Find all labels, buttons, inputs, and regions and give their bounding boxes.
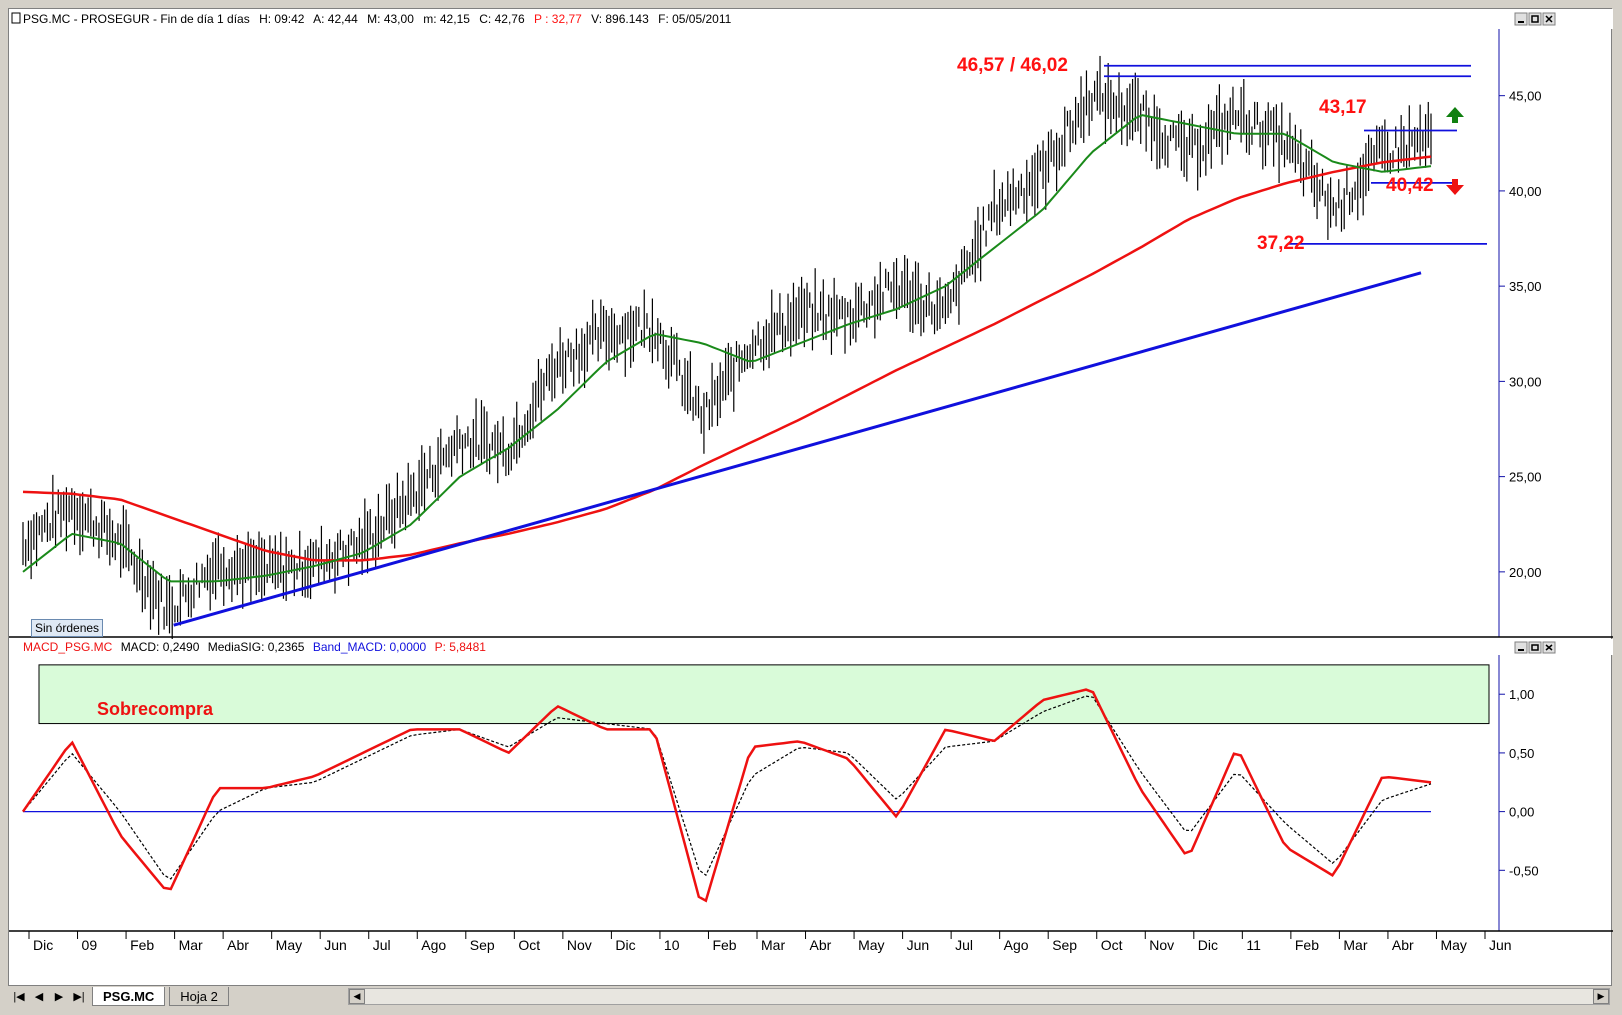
horizontal-scrollbar[interactable]: ◀ ▶ bbox=[348, 988, 1610, 1005]
x-tick-label: Mar bbox=[1343, 937, 1367, 953]
price-y-tick-label: 20,00 bbox=[1509, 565, 1542, 580]
price-bars bbox=[22, 55, 1432, 643]
x-tick-label: May bbox=[276, 937, 302, 953]
chart-canvas: PSG.MC - PROSEGUR - Fin de día 1 días H:… bbox=[9, 9, 1613, 953]
overbought-zone-label: Sobrecompra bbox=[97, 699, 214, 719]
tab-hoja-2[interactable]: Hoja 2 bbox=[169, 987, 229, 1006]
macd-y-tick-label: 0,00 bbox=[1509, 805, 1534, 820]
maximize-icon[interactable] bbox=[1528, 12, 1542, 26]
x-axis: Dic 09 Feb Mar Abr May Jun Jul Ago Sep Oct Nov Dic 10… bbox=[28, 931, 1512, 953]
x-tick-label: Dic bbox=[33, 937, 53, 953]
x-tick-label: Jun bbox=[1489, 937, 1512, 953]
macd-y-axis: 1,00 0,50 0,00 -0,50 bbox=[1499, 687, 1539, 878]
x-tick-label: Mar bbox=[761, 937, 785, 953]
x-tick-label: Sep bbox=[470, 937, 495, 953]
x-tick-label: May bbox=[858, 937, 884, 953]
x-tick-label: Oct bbox=[1101, 937, 1123, 953]
down-arrow-icon bbox=[1446, 179, 1464, 195]
macd-line bbox=[21, 688, 1432, 903]
macd-y-tick-label: -0,50 bbox=[1509, 863, 1539, 878]
price-window-buttons bbox=[1514, 12, 1556, 26]
macd-minimize-icon[interactable] bbox=[1514, 641, 1528, 654]
x-tick-label: Jul bbox=[955, 937, 973, 953]
fast-moving-average-line bbox=[22, 114, 1432, 583]
price-y-tick-label: 25,00 bbox=[1509, 470, 1542, 485]
price-lines bbox=[22, 114, 1432, 627]
label-range-top: 43,17 bbox=[1319, 97, 1367, 118]
macd-y-tick-label: 1,00 bbox=[1509, 687, 1534, 702]
support-trendline bbox=[173, 271, 1422, 627]
price-y-tick-label: 30,00 bbox=[1509, 374, 1542, 389]
x-tick-label: Dic bbox=[615, 937, 635, 953]
panel-menu-icon[interactable] bbox=[11, 12, 21, 24]
next-sheet-icon[interactable]: ▶ bbox=[54, 991, 64, 1003]
x-tick-label: Jun bbox=[907, 937, 930, 953]
macd-y-tick-label: 0,50 bbox=[1509, 746, 1534, 761]
x-tick-label: Abr bbox=[227, 937, 249, 953]
macd-maximize-icon[interactable] bbox=[1528, 641, 1542, 654]
x-tick-label: Dic bbox=[1198, 937, 1218, 953]
x-tick-label: Jul bbox=[373, 937, 391, 953]
price-y-tick-label: 45,00 bbox=[1509, 89, 1542, 104]
tab-psg-mc[interactable]: PSG.MC bbox=[92, 987, 166, 1006]
price-header-bar bbox=[9, 9, 1613, 29]
macd-lines bbox=[21, 688, 1432, 903]
x-tick-label: Feb bbox=[1295, 937, 1319, 953]
x-tick-label: Abr bbox=[810, 937, 832, 953]
first-sheet-icon[interactable]: |◀ bbox=[13, 991, 25, 1003]
label-top-resistance: 46,57 / 46,02 bbox=[957, 55, 1068, 76]
x-tick-label: 11 bbox=[1246, 937, 1261, 953]
x-tick-label: Jun bbox=[324, 937, 347, 953]
price-y-tick-label: 35,00 bbox=[1509, 279, 1542, 294]
label-low-support: 37,22 bbox=[1257, 233, 1305, 254]
x-tick-label: Ago bbox=[421, 937, 446, 953]
scroll-left-icon[interactable]: ◀ bbox=[349, 989, 365, 1004]
scroll-right-icon[interactable]: ▶ bbox=[1593, 989, 1609, 1004]
x-tick-label: Abr bbox=[1392, 937, 1414, 953]
price-header-text: PSG.MC - PROSEGUR - Fin de día 1 días H:… bbox=[23, 12, 732, 26]
x-tick-label: May bbox=[1440, 937, 1466, 953]
sheet-tab-bar: |◀ ◀ ▶ ▶| PSG.MC Hoja 2 ◀ ▶ bbox=[8, 985, 1612, 1007]
x-tick-label: Nov bbox=[1149, 937, 1174, 953]
last-sheet-icon[interactable]: ▶| bbox=[73, 991, 85, 1003]
macd-window-buttons bbox=[1514, 641, 1556, 654]
price-y-tick-label: 40,00 bbox=[1509, 184, 1542, 199]
macd-header-bar bbox=[9, 639, 1613, 655]
macd-header-text: MACD_PSG.MC MACD: 0,2490 MediaSIG: 0,236… bbox=[23, 640, 486, 654]
x-tick-label: Ago bbox=[1004, 937, 1029, 953]
prev-sheet-icon[interactable]: ◀ bbox=[34, 991, 44, 1003]
x-tick-label: 09 bbox=[82, 937, 98, 953]
chart-window: PSG.MC - PROSEGUR - Fin de día 1 días H:… bbox=[8, 8, 1613, 1005]
slow-moving-average-line bbox=[22, 155, 1432, 562]
overbought-zone bbox=[38, 664, 1490, 725]
x-tick-label: Nov bbox=[567, 937, 592, 953]
orders-badge[interactable]: Sin órdenes bbox=[31, 619, 104, 637]
price-y-axis: 45,00 40,00 35,00 30,00 25,00 20,00 bbox=[1499, 89, 1542, 580]
x-tick-label: 10 bbox=[664, 937, 680, 953]
price-levels bbox=[1104, 64, 1487, 245]
minimize-icon[interactable] bbox=[1514, 12, 1528, 26]
x-tick-label: Oct bbox=[518, 937, 540, 953]
up-arrow-icon bbox=[1446, 107, 1464, 123]
x-tick-label: Feb bbox=[712, 937, 736, 953]
x-tick-label: Feb bbox=[130, 937, 154, 953]
x-tick-label: Mar bbox=[179, 937, 203, 953]
x-tick-label: Sep bbox=[1052, 937, 1077, 953]
label-range-bottom: 40,42 bbox=[1386, 175, 1434, 196]
